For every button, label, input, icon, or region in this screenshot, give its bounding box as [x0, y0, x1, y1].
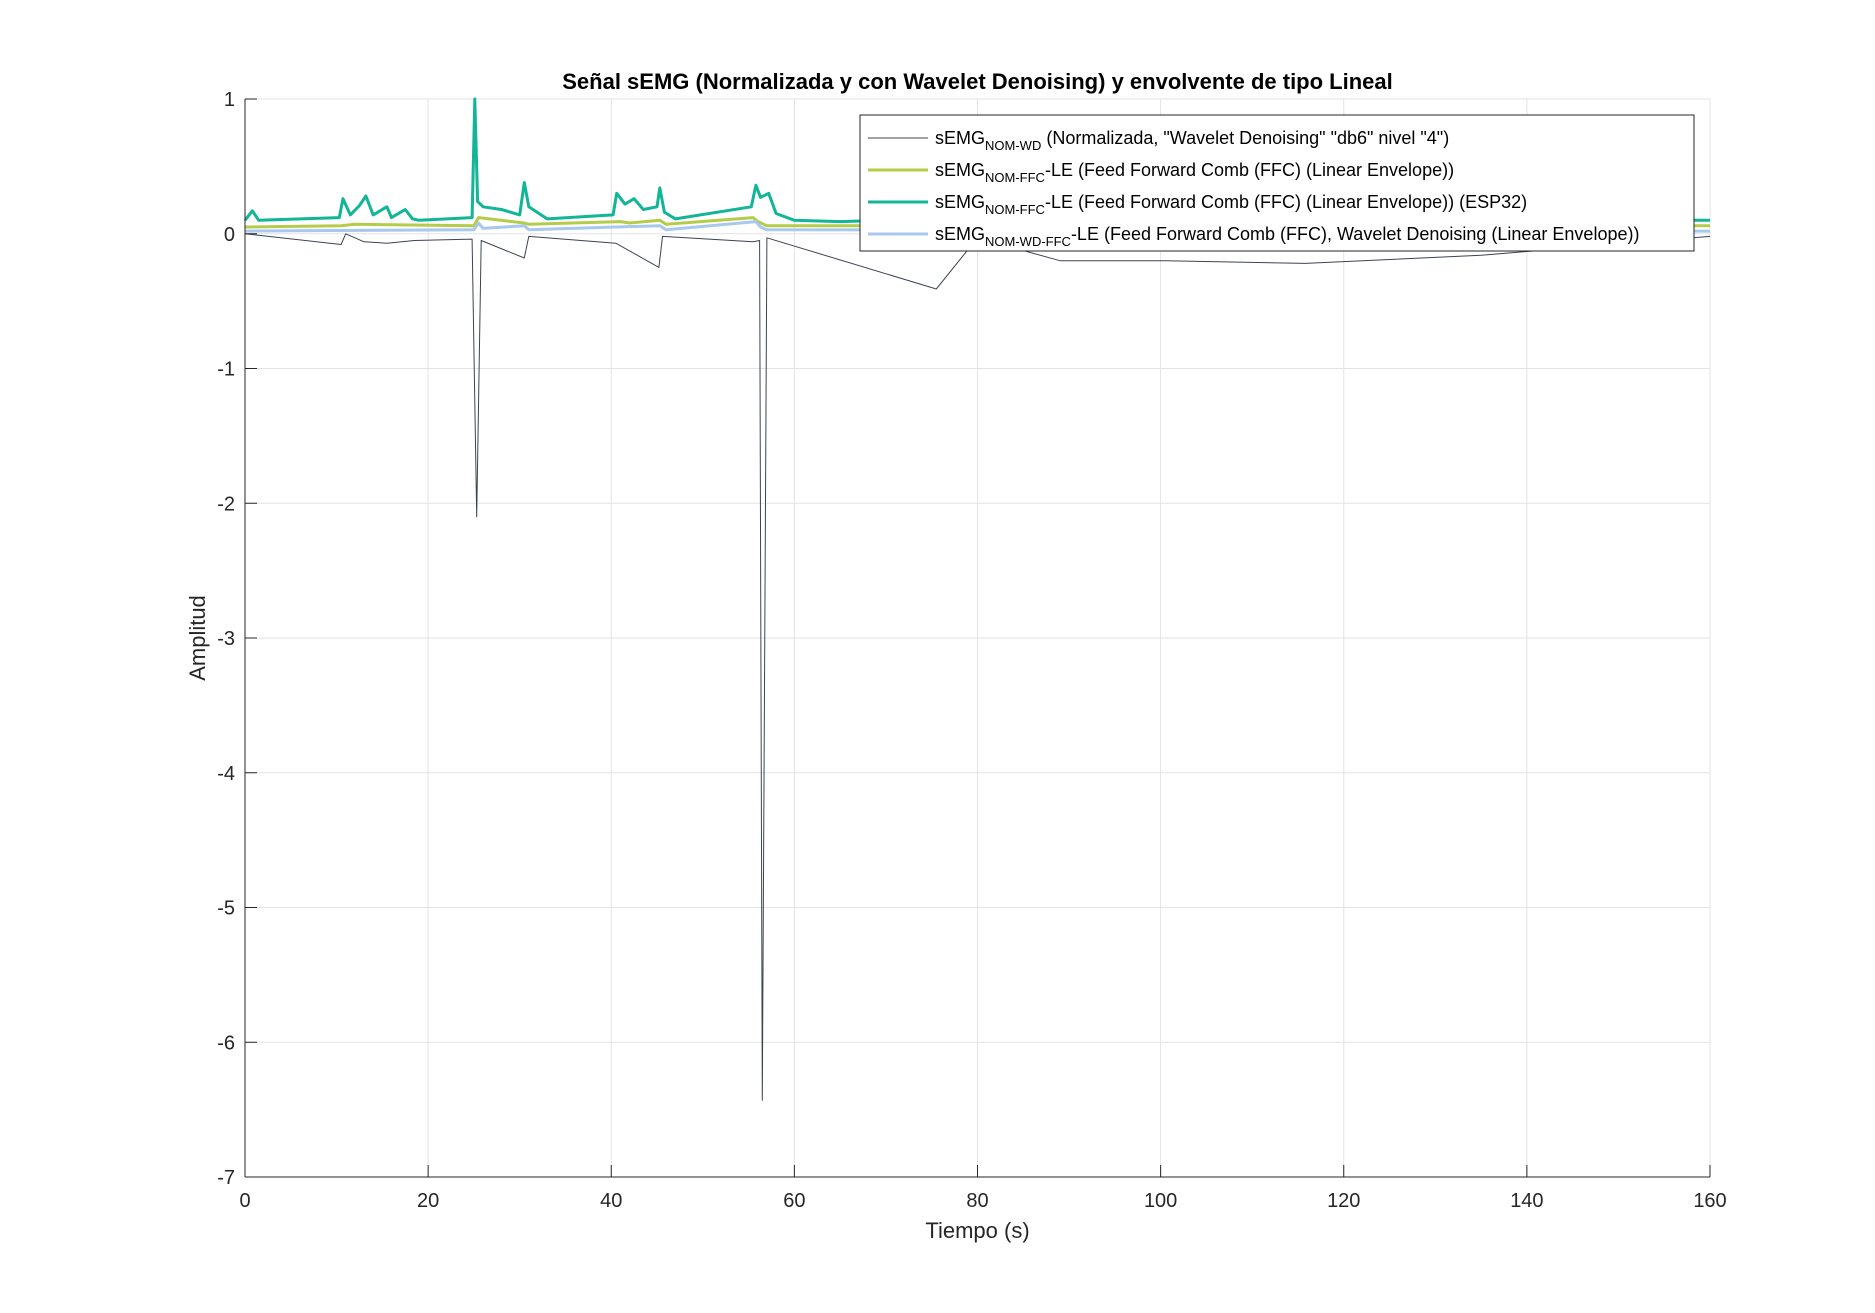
x-tick-label: 100: [1144, 1190, 1177, 1212]
y-tick-label: 0: [224, 224, 235, 246]
series-line-2: [244, 216, 1710, 229]
x-tick-labels: 0 20 40 60 80 100 120 140 160: [239, 1190, 1726, 1212]
x-tick-label: 120: [1327, 1190, 1360, 1212]
legend-box: [859, 114, 1695, 252]
series-layer: [243, 97, 1711, 1101]
series-line-3: [243, 97, 1710, 224]
chart-title: Señal sEMG (Normalizada y con Wavelet De…: [562, 69, 1393, 94]
legend-entry-2: sEMGNOM-FFC-LE (Feed Forward Comb (FFC) …: [935, 160, 1454, 185]
y-tick-label: -7: [217, 1167, 235, 1189]
y-tick-label: -2: [217, 493, 235, 515]
series-line-1: [244, 233, 1711, 1101]
x-tick-label: 40: [600, 1190, 622, 1212]
legend-entry-1: sEMGNOM-WD (Normalizada, "Wavelet Denois…: [935, 128, 1449, 153]
x-tick-label: 0: [239, 1190, 250, 1212]
x-tick-label: 160: [1693, 1190, 1726, 1212]
legend-entry-3: sEMGNOM-FFC-LE (Feed Forward Comb (FFC) …: [935, 192, 1527, 217]
y-tick-label: 1: [224, 89, 235, 111]
y-tick-label: -4: [217, 763, 235, 785]
y-tick-label: -1: [217, 359, 235, 381]
series-line-4: [244, 220, 1711, 233]
y-tick-labels: 1 0 -1 -2 -3 -4 -5 -6 -7: [217, 89, 235, 1189]
y-tick-label: -5: [217, 898, 235, 920]
legend: sEMGNOM-WD (Normalizada, "Wavelet Denois…: [859, 114, 1695, 252]
x-tick-label: 20: [417, 1190, 439, 1212]
x-tick-label: 140: [1510, 1190, 1543, 1212]
y-tick-label: -3: [217, 628, 235, 650]
y-axis-label: Amplitud: [185, 595, 210, 681]
x-tick-label: 60: [783, 1190, 805, 1212]
y-tick-label: -6: [217, 1032, 235, 1054]
legend-entry-4: sEMGNOM-WD-FFC-LE (Feed Forward Comb (FF…: [935, 224, 1639, 249]
x-tick-label: 80: [966, 1190, 988, 1212]
x-axis-label: Tiempo (s): [925, 1218, 1029, 1243]
axes: [244, 98, 1711, 1178]
